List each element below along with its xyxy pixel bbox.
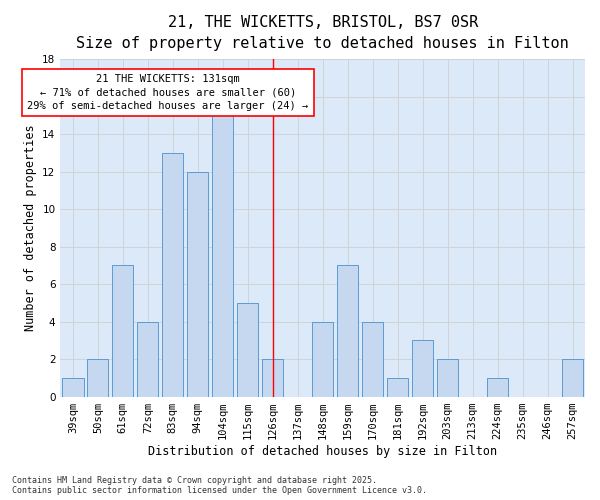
Bar bbox=[437, 359, 458, 397]
Bar bbox=[337, 266, 358, 396]
X-axis label: Distribution of detached houses by size in Filton: Distribution of detached houses by size … bbox=[148, 444, 497, 458]
Bar bbox=[412, 340, 433, 396]
Bar bbox=[112, 266, 133, 396]
Bar bbox=[162, 153, 184, 396]
Bar bbox=[562, 359, 583, 397]
Bar bbox=[362, 322, 383, 396]
Bar bbox=[312, 322, 334, 396]
Title: 21, THE WICKETTS, BRISTOL, BS7 0SR
Size of property relative to detached houses : 21, THE WICKETTS, BRISTOL, BS7 0SR Size … bbox=[76, 15, 569, 51]
Bar bbox=[237, 303, 259, 396]
Bar bbox=[487, 378, 508, 396]
Y-axis label: Number of detached properties: Number of detached properties bbox=[24, 124, 37, 331]
Bar bbox=[387, 378, 408, 396]
Bar bbox=[87, 359, 109, 397]
Text: Contains HM Land Registry data © Crown copyright and database right 2025.
Contai: Contains HM Land Registry data © Crown c… bbox=[12, 476, 427, 495]
Bar bbox=[137, 322, 158, 396]
Bar bbox=[62, 378, 83, 396]
Text: 21 THE WICKETTS: 131sqm
← 71% of detached houses are smaller (60)
29% of semi-de: 21 THE WICKETTS: 131sqm ← 71% of detache… bbox=[27, 74, 308, 110]
Bar bbox=[212, 116, 233, 396]
Bar bbox=[187, 172, 208, 396]
Bar bbox=[262, 359, 283, 397]
